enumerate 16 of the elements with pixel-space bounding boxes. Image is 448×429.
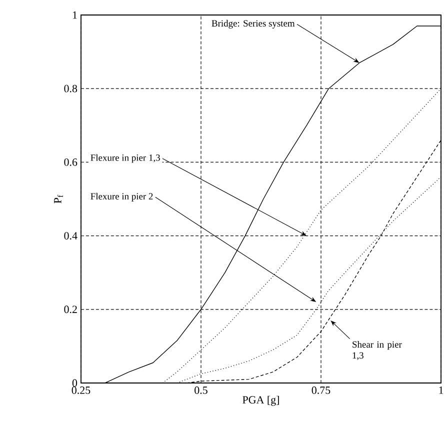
annotation: Flexure in pier 2 bbox=[90, 192, 153, 202]
y-tick-label: 1 bbox=[72, 11, 77, 19]
annotation: Shear in pier 1,3 bbox=[352, 341, 402, 360]
y-tick-label: 0.4 bbox=[64, 232, 78, 240]
x-tick-label: 0.5 bbox=[194, 386, 208, 394]
y-tick-label: 0.2 bbox=[64, 306, 77, 314]
y-axis-title: P$_{f}$ bbox=[54, 194, 63, 204]
annotation: Flexure in pier 1,3 bbox=[90, 154, 160, 163]
y-tick-label: 0.6 bbox=[64, 158, 78, 166]
x-tick-label: 0.25 bbox=[72, 386, 90, 394]
x-tick-label: 1 bbox=[439, 386, 444, 394]
annotation: Bridge: Series system bbox=[212, 20, 295, 29]
x-tick-label: 0.75 bbox=[312, 386, 330, 394]
y-tick-label: 0.8 bbox=[64, 84, 78, 92]
x-axis-title: PGA [g] bbox=[242, 396, 279, 406]
y-tick-label: 0 bbox=[72, 379, 78, 387]
